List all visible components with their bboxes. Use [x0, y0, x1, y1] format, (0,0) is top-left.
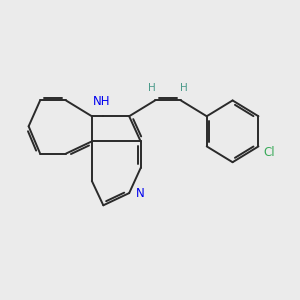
Text: N: N [136, 187, 145, 200]
Text: Cl: Cl [263, 146, 275, 159]
Text: NH: NH [93, 94, 111, 108]
Text: H: H [148, 83, 156, 93]
Text: H: H [180, 83, 188, 93]
